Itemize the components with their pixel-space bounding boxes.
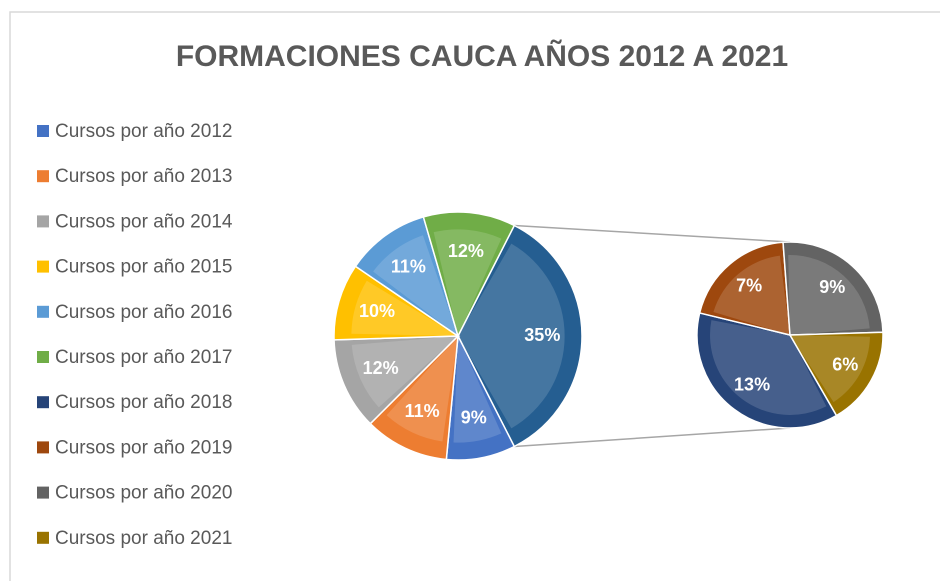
- data-label: 35%: [524, 325, 560, 345]
- pie-slice: [354, 215, 460, 338]
- pie-slice: [457, 224, 583, 448]
- legend-swatch: [37, 260, 49, 273]
- pie-slice-inner: [713, 255, 790, 335]
- legend-label: Cursos por año 2012: [55, 121, 232, 142]
- data-label: 12%: [363, 358, 399, 378]
- pie-slice: [782, 241, 884, 336]
- pie-slice: [698, 241, 791, 336]
- legend-label: Cursos por año 2013: [55, 166, 232, 187]
- pie-slice-inner: [433, 229, 502, 336]
- pie-slice-inner: [788, 255, 870, 335]
- legend-label: Cursos por año 2014: [55, 211, 233, 232]
- pie-slice: [333, 265, 461, 341]
- legend-swatch: [37, 305, 49, 318]
- data-label: 9%: [461, 408, 487, 428]
- chart-title: FORMACIONES CAUCA AÑOS 2012 A 2021: [176, 39, 788, 73]
- pie-slice: [369, 333, 459, 461]
- pie-slice-inner: [710, 320, 827, 415]
- data-label: 6%: [832, 355, 858, 375]
- legend-swatch: [37, 351, 49, 363]
- pie-slice: [788, 331, 884, 417]
- pie-slice: [696, 312, 838, 429]
- legend-swatch: [37, 486, 49, 499]
- pie-slice: [422, 211, 516, 339]
- data-label: 11%: [391, 257, 426, 277]
- pie-slice-inner: [351, 336, 458, 408]
- pie-slice-inner: [373, 235, 458, 336]
- data-label: 10%: [359, 301, 395, 321]
- pie-slice-inner: [351, 280, 458, 336]
- legend-label: Cursos por año 2017: [55, 347, 232, 368]
- legend-swatch: [37, 170, 49, 183]
- legend-swatch: [37, 215, 49, 228]
- legend-swatch: [37, 441, 49, 454]
- data-label: 13%: [734, 374, 770, 394]
- legend-label: Cursos por año 2015: [55, 257, 232, 278]
- chart-border: [9, 11, 940, 581]
- legend-label: Cursos por año 2016: [55, 302, 232, 323]
- connector: [514, 224, 791, 243]
- data-label: 7%: [736, 276, 762, 296]
- legend-label: Cursos por año 2018: [55, 392, 232, 413]
- legend-swatch: [37, 396, 49, 409]
- data-label: 11%: [405, 401, 440, 421]
- pie-slice: [333, 335, 460, 425]
- pie-slice-inner: [386, 336, 458, 442]
- data-label: 9%: [819, 277, 845, 297]
- pie-slice-inner: [453, 336, 502, 443]
- pie-slice-inner: [790, 335, 870, 403]
- legend-label: Cursos por año 2019: [55, 437, 232, 458]
- pie-slice-inner: [458, 243, 565, 429]
- legend-label: Cursos por año 2020: [55, 483, 232, 504]
- legend-label: Cursos por año 2021: [55, 528, 232, 549]
- connector: [514, 427, 791, 448]
- legend-swatch: [37, 531, 49, 544]
- data-label: 12%: [448, 241, 484, 261]
- legend-swatch: [37, 125, 49, 137]
